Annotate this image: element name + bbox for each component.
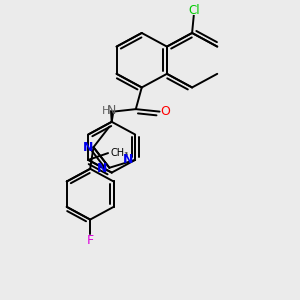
Text: O: O — [160, 105, 170, 118]
Text: N: N — [97, 162, 107, 175]
Text: N: N — [106, 104, 116, 118]
Text: N: N — [83, 141, 94, 154]
Text: CH₃: CH₃ — [111, 148, 129, 158]
Text: N: N — [123, 153, 133, 167]
Text: Cl: Cl — [188, 4, 200, 17]
Text: F: F — [87, 233, 94, 247]
Text: H: H — [102, 106, 110, 116]
